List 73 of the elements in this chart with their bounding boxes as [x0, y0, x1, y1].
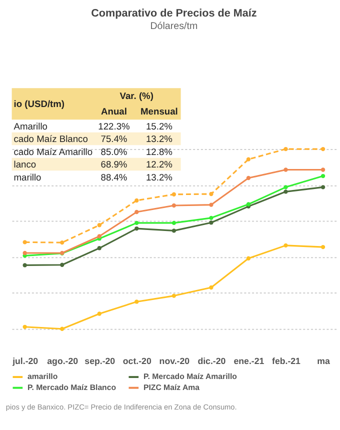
annotation: 68.9% — [100, 160, 128, 170]
x-tick-label: ma — [317, 356, 330, 366]
text: Mensual — [140, 106, 178, 117]
annotation: cado Maíz Amarillo — [14, 146, 93, 157]
text: 75.4% — [100, 134, 128, 144]
x-tick-label: feb.-21 — [272, 356, 301, 366]
text: Var. (%) — [120, 90, 154, 101]
point — [209, 220, 214, 225]
annotation: 13.2% — [146, 172, 172, 182]
point — [320, 168, 326, 172]
x-tick-label: dic.-20 — [198, 356, 226, 366]
point — [246, 157, 251, 162]
x-tick-label: oct.-20 — [122, 356, 152, 366]
x-tick-label: ene.-21 — [234, 356, 264, 366]
point — [172, 192, 176, 196]
point — [97, 312, 102, 316]
point — [209, 192, 214, 196]
point — [209, 202, 214, 207]
point — [172, 220, 176, 226]
point — [172, 203, 176, 208]
point — [320, 244, 326, 250]
x-tick-label: sep.-20 — [84, 356, 116, 366]
point — [209, 285, 214, 290]
point — [284, 190, 288, 194]
x-tick-label: jul.-20 — [12, 356, 38, 366]
x-tick-label: nov.-20 — [159, 356, 190, 366]
text: cado Maíz Blanco — [14, 134, 88, 144]
legend-label: amarillo — [28, 372, 58, 381]
point — [60, 262, 64, 267]
point — [134, 300, 139, 304]
annotation: lanco — [14, 160, 36, 170]
x-tick-label: ago.-20 — [47, 356, 78, 366]
annotation: 12.8% — [146, 146, 172, 157]
point — [97, 246, 102, 250]
text: Anual — [101, 106, 127, 117]
point — [134, 220, 139, 226]
text: io (USD/tm) — [14, 98, 65, 109]
point — [22, 324, 27, 329]
text: 122.3% — [98, 121, 130, 132]
text: Amarillo — [14, 121, 48, 132]
point — [320, 146, 326, 152]
point — [97, 234, 102, 238]
point — [60, 326, 64, 331]
chart-title: Comparativo de Precios de Maíz — [91, 7, 258, 20]
point — [134, 210, 139, 214]
text: 15.2% — [146, 121, 172, 132]
point — [134, 226, 139, 231]
point — [22, 263, 27, 268]
text: 13.2% — [146, 134, 172, 144]
annotation: 12.2% — [146, 160, 172, 170]
point — [22, 250, 27, 256]
point — [172, 294, 176, 298]
point — [22, 240, 27, 244]
annotation: 85.0% — [100, 146, 128, 157]
point — [246, 176, 251, 180]
point — [246, 256, 251, 260]
point — [284, 185, 288, 190]
point — [134, 198, 139, 203]
point — [320, 185, 326, 190]
point — [60, 240, 64, 245]
legend-label: PIZC Maíz Ama — [143, 382, 200, 392]
point — [97, 223, 102, 228]
point — [284, 168, 288, 172]
point — [284, 243, 288, 248]
annotation: marillo — [14, 172, 42, 182]
legend-label: P. Mercado Maíz Blanco — [28, 382, 116, 392]
point — [172, 228, 176, 233]
chart-subtitle: Dólares/tm — [150, 21, 198, 32]
legend-label: P. Mercado Maíz Amarillo — [143, 372, 238, 381]
point — [209, 216, 214, 220]
point — [284, 146, 288, 152]
point — [320, 174, 326, 178]
annotation: 88.4% — [100, 172, 128, 182]
